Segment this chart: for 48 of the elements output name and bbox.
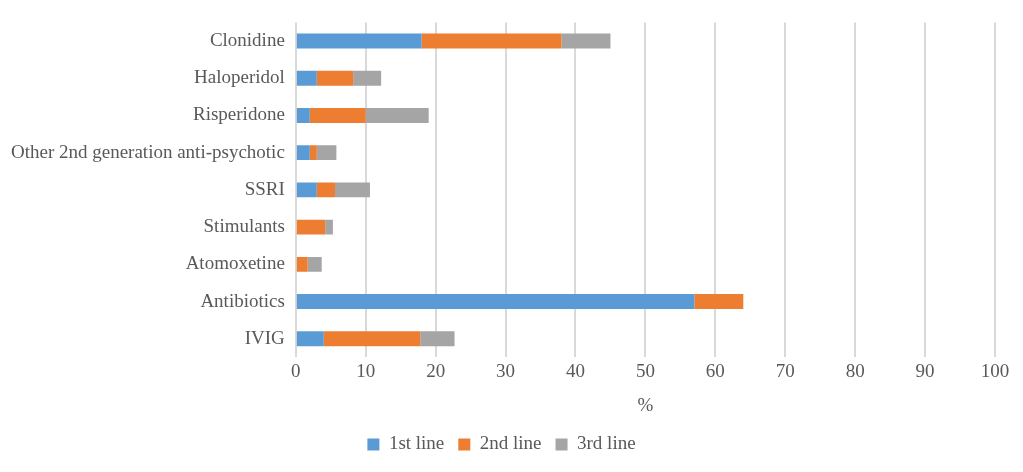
bar (316, 145, 337, 161)
y-tick-label: SSRI (244, 177, 285, 199)
bar (296, 294, 695, 310)
legend-label: 1st line (388, 432, 445, 454)
x-axis-title: % (637, 393, 654, 415)
bar (309, 145, 317, 161)
bar (420, 331, 455, 347)
y-tick-label: Other 2nd generation anti-psychotic (10, 140, 285, 162)
bar (323, 331, 421, 347)
bar (296, 182, 317, 198)
y-tick-label: Atomoxetine (185, 252, 285, 274)
x-tick-label: 80 (845, 359, 865, 381)
bar (421, 33, 562, 49)
x-tick-label: 50 (635, 359, 655, 381)
legend-label: 2nd line (479, 432, 542, 454)
bar (309, 108, 366, 123)
bar (296, 256, 308, 272)
y-tick-label: Antibiotics (200, 289, 285, 311)
bar (561, 33, 611, 49)
x-tick-label: 60 (705, 359, 725, 381)
x-tick-label: 20 (426, 359, 446, 381)
x-tick-label: 70 (775, 359, 795, 381)
bar (316, 70, 354, 86)
x-tick-label: 10 (356, 359, 376, 381)
bar (296, 219, 326, 235)
bar (694, 294, 744, 310)
bar (296, 70, 317, 86)
x-tick-label: 30 (496, 359, 516, 381)
y-tick-label: Risperidone (193, 103, 285, 125)
legend-label: 3rd line (577, 432, 636, 454)
y-tick-label: IVIG (244, 326, 286, 348)
x-tick-label: 40 (566, 359, 585, 381)
x-tick-label: 100 (980, 359, 1010, 381)
bar (353, 70, 382, 86)
y-tick-label: Stimulants (203, 215, 285, 237)
y-tick-label: Haloperidol (194, 66, 285, 88)
bar (296, 145, 310, 161)
bar (296, 108, 310, 123)
y-tick-label: Clonidine (209, 29, 285, 50)
bar (334, 182, 370, 198)
bar (325, 219, 333, 235)
bar (296, 33, 422, 49)
bar (296, 331, 324, 347)
bar (365, 108, 429, 123)
x-tick-label: 0 (291, 359, 301, 381)
x-tick-label: 90 (915, 359, 935, 381)
bar (307, 256, 322, 272)
bar (316, 182, 335, 198)
